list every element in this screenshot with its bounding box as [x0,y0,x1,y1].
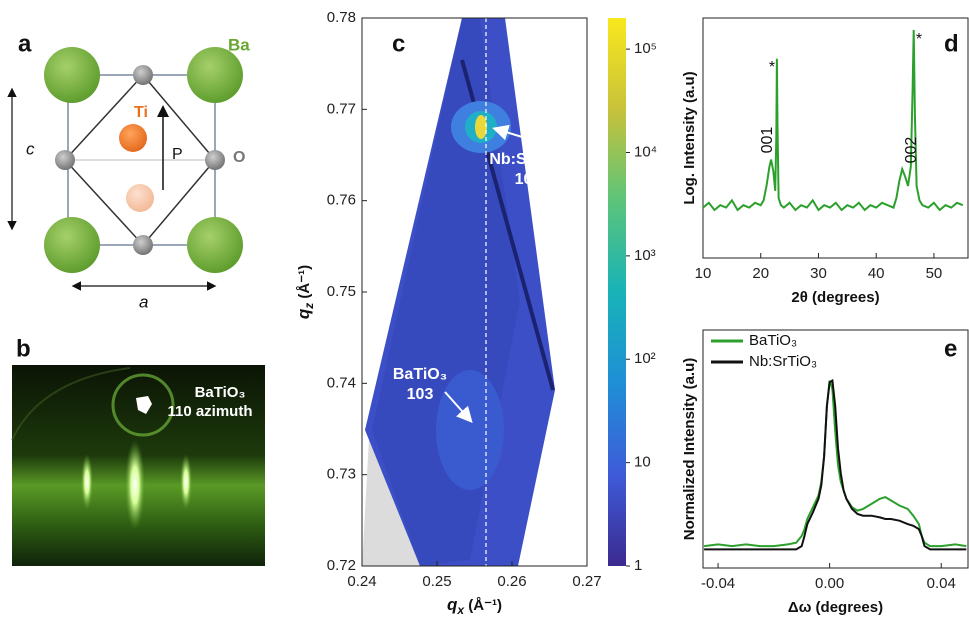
axis-label: a [139,292,148,311]
plot-frame [361,17,588,567]
axis-symbol: q [447,595,458,614]
axis-title: Log. Intensity (a.u) [681,71,698,204]
annotation: BaTiO₃ [393,366,447,383]
atom-label: Ti [134,104,148,121]
colorbar [608,18,626,566]
rsm-map [362,18,555,566]
crystal-diagram [7,47,243,291]
peak-annotation: * [769,59,775,76]
colorbar-tick-label: 10 [634,454,651,471]
axis-title: qx (Å⁻¹) [447,595,502,617]
y-tick-label: 0.76 [327,192,356,209]
y-tick-label: 0.75 [327,283,356,300]
legend-label: Nb:SrTiO₃ [749,353,817,370]
axis-title: qz (Å⁻¹) [294,265,316,319]
panel-label: a [18,30,32,57]
annotation: Nb:SrTiO₃ [489,151,566,168]
y-tick-label: 0.74 [327,374,356,391]
x-tick-label: 0.27 [572,573,601,590]
axis-label: c [26,139,35,158]
axis-subscript: z [302,303,316,310]
image-label: BaTiO₃ [195,384,246,401]
y-tick-label: 0.73 [327,466,356,483]
x-tick-label: -0.04 [701,575,735,592]
colorbar-tick-label: 10³ [634,247,656,264]
peak-annotation: 001 [759,127,776,154]
annotation: 103 [515,171,542,188]
data-line [704,378,967,551]
annotation: 103 [407,386,434,403]
data-line [703,380,967,548]
y-tick-label: 0.78 [327,9,356,26]
axis-title: Δω (degrees) [788,599,883,616]
image-label: 110 azimuth [167,403,252,420]
x-tick-label: 40 [868,265,885,282]
y-tick-label: 0.77 [327,100,356,117]
x-tick-label: 0.25 [422,573,451,590]
x-tick-label: 0.00 [815,575,844,592]
rheed-image [11,365,265,566]
atom-label: Ba [228,35,250,54]
panel-label: d [944,30,959,57]
x-tick-label: 20 [752,265,769,282]
panel-label: e [944,335,957,362]
peak-annotation: * [916,31,922,48]
x-tick-label: 10 [695,265,712,282]
axis-symbol: q [294,308,313,319]
colorbar-tick-label: 1 [634,557,642,574]
colorbar-tick-label: 10⁴ [634,143,657,160]
y-tick-label: 0.72 [327,557,356,574]
colorbar-tick-label: 10⁵ [634,40,657,57]
x-tick-label: 30 [810,265,827,282]
axis-title: 2θ (degrees) [791,289,879,306]
panel-label: c [392,30,405,57]
peak-annotation: 002 [903,137,920,164]
axis-title: Normalized Intensity (a.u) [681,358,698,541]
axis-unit: (Å⁻¹) [464,597,502,614]
legend-label: BaTiO₃ [749,332,797,349]
x-tick-label: 0.04 [927,575,956,592]
data-line [702,29,964,212]
axis-unit: (Å⁻¹) [296,265,313,303]
axis-subscript: x [456,603,465,617]
x-tick-label: 0.26 [497,573,526,590]
panel-label: b [16,335,31,362]
plot-frame [702,17,969,259]
atom-label: O [233,149,245,166]
plot-frame [702,329,969,569]
x-tick-label: 0.24 [347,573,376,590]
x-tick-label: 50 [926,265,943,282]
polarization-label: P [172,146,183,163]
colorbar-tick-label: 10² [634,350,656,367]
